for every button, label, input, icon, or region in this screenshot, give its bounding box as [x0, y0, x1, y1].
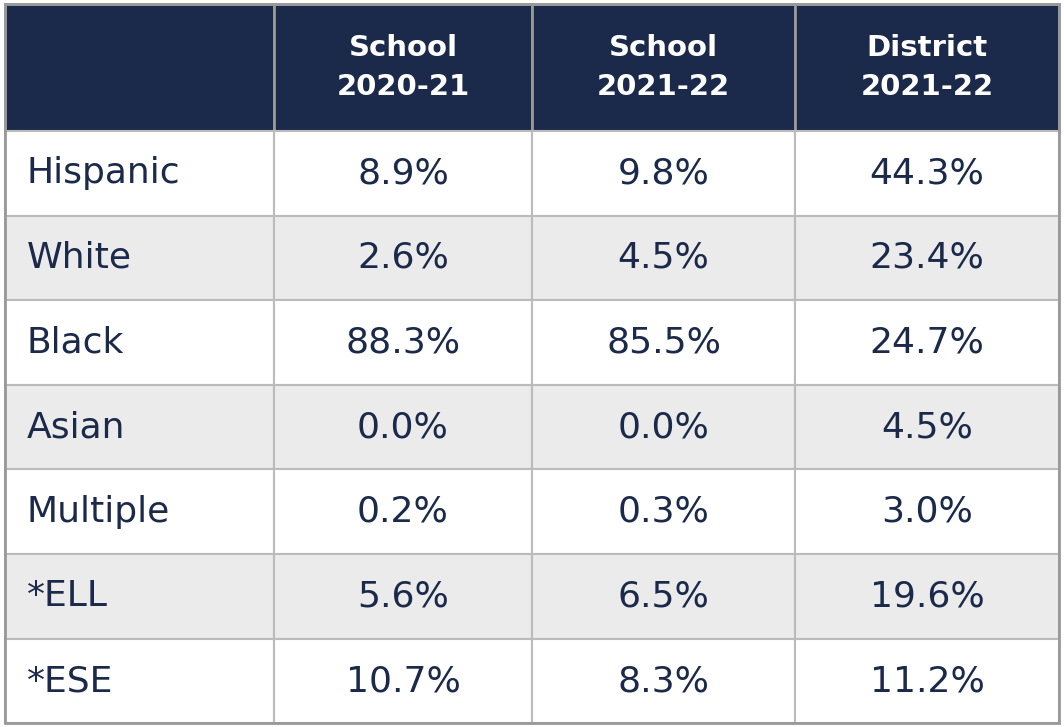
Text: Black: Black	[27, 326, 124, 359]
Text: 0.0%: 0.0%	[618, 410, 710, 444]
Text: 4.5%: 4.5%	[881, 410, 972, 444]
Bar	[5, 554, 273, 639]
Text: 0.3%: 0.3%	[618, 495, 710, 529]
Text: 88.3%: 88.3%	[346, 326, 461, 359]
Text: 11.2%: 11.2%	[869, 664, 984, 698]
Text: 23.4%: 23.4%	[869, 241, 984, 275]
Text: 6.5%: 6.5%	[618, 579, 710, 614]
Text: 4.5%: 4.5%	[618, 241, 710, 275]
Text: 5.6%: 5.6%	[358, 579, 449, 614]
Bar	[5, 639, 273, 723]
Bar	[273, 385, 532, 470]
Bar	[795, 470, 1059, 554]
Text: 24.7%: 24.7%	[869, 326, 984, 359]
Bar	[532, 639, 795, 723]
Bar	[273, 300, 532, 385]
Text: 10.7%: 10.7%	[346, 664, 461, 698]
Bar	[795, 4, 1059, 131]
Text: School: School	[348, 33, 458, 62]
Bar	[273, 131, 532, 215]
Text: 85.5%: 85.5%	[606, 326, 721, 359]
Bar	[532, 385, 795, 470]
Bar	[273, 470, 532, 554]
Bar	[5, 385, 273, 470]
Text: Asian: Asian	[27, 410, 126, 444]
Bar	[795, 385, 1059, 470]
Bar	[795, 300, 1059, 385]
Bar	[532, 554, 795, 639]
Text: Multiple: Multiple	[27, 495, 170, 529]
Bar	[273, 554, 532, 639]
Bar	[532, 215, 795, 300]
Bar	[273, 639, 532, 723]
Bar	[273, 4, 532, 131]
Text: 2021-22: 2021-22	[861, 73, 994, 101]
Text: 8.3%: 8.3%	[618, 664, 710, 698]
Bar	[532, 300, 795, 385]
Bar	[5, 215, 273, 300]
Text: 3.0%: 3.0%	[881, 495, 972, 529]
Text: *ELL: *ELL	[27, 579, 107, 614]
Bar	[795, 554, 1059, 639]
Text: 2021-22: 2021-22	[597, 73, 730, 101]
Bar	[532, 131, 795, 215]
Text: Hispanic: Hispanic	[27, 156, 181, 190]
Bar	[273, 215, 532, 300]
Bar	[5, 131, 273, 215]
Text: 0.0%: 0.0%	[358, 410, 449, 444]
Bar	[795, 215, 1059, 300]
Bar	[795, 639, 1059, 723]
Bar	[5, 470, 273, 554]
Text: 8.9%: 8.9%	[358, 156, 449, 190]
Text: 2.6%: 2.6%	[358, 241, 449, 275]
Text: District: District	[866, 33, 987, 62]
Text: 2020-21: 2020-21	[336, 73, 469, 101]
Text: School: School	[609, 33, 718, 62]
Text: 19.6%: 19.6%	[869, 579, 984, 614]
Text: *ESE: *ESE	[27, 664, 113, 698]
Bar	[795, 131, 1059, 215]
Text: 44.3%: 44.3%	[869, 156, 984, 190]
Text: 9.8%: 9.8%	[618, 156, 710, 190]
Text: White: White	[27, 241, 132, 275]
Text: 0.2%: 0.2%	[358, 495, 449, 529]
Bar	[532, 4, 795, 131]
Bar	[5, 300, 273, 385]
Bar	[5, 4, 273, 131]
Bar	[532, 470, 795, 554]
